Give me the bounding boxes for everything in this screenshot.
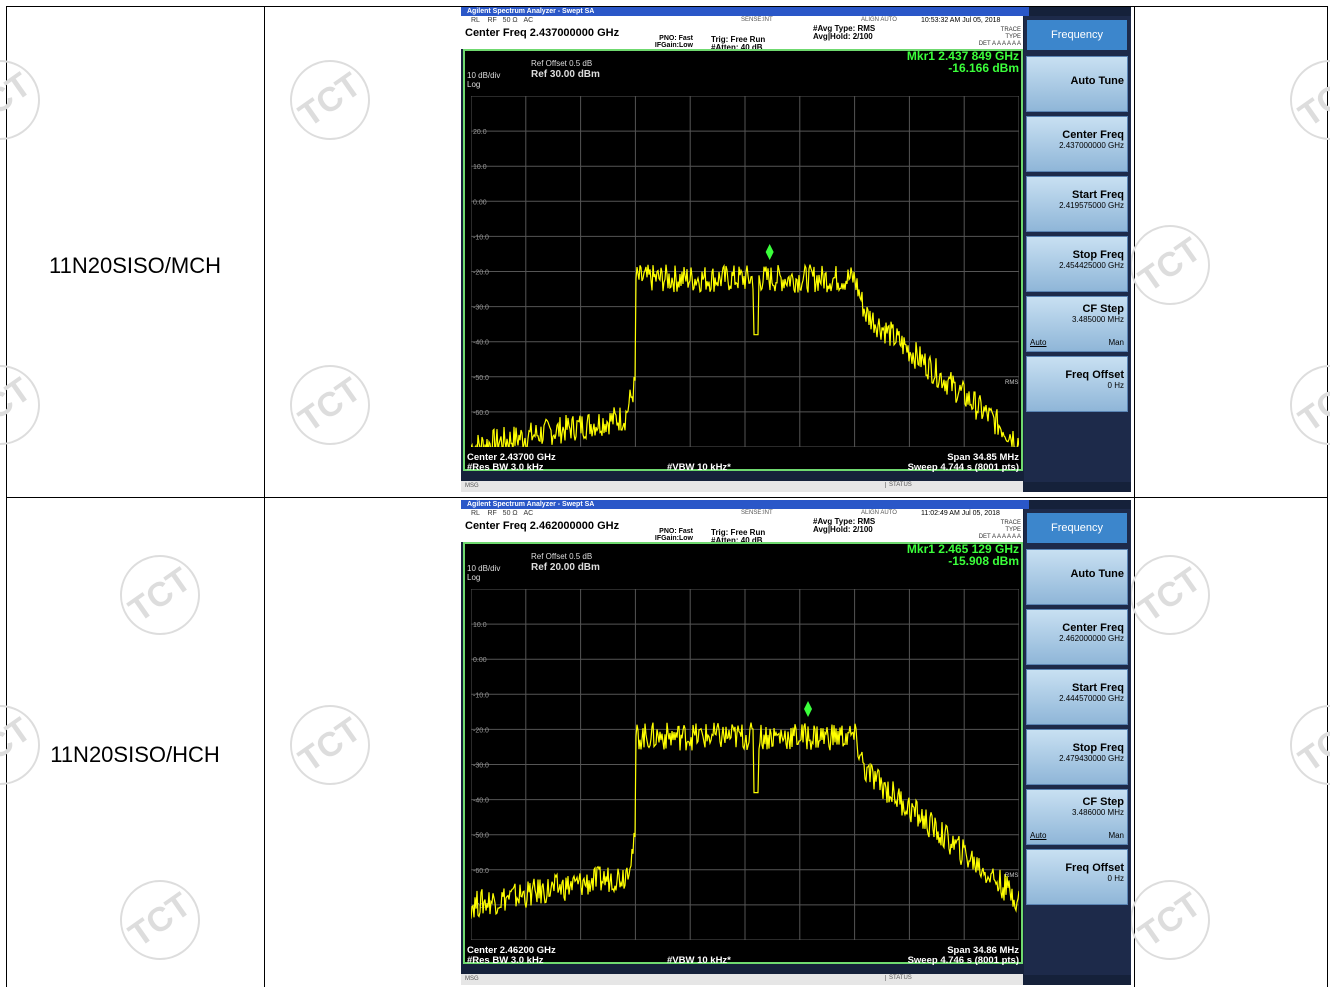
y-tick-label: 10.0 (473, 164, 487, 171)
stop-freq-button[interactable]: Stop Freq 2.479430000 GHz (1026, 729, 1128, 785)
center-readout: Center 2.46200 GHz #Res BW 3.0 kHz (467, 945, 556, 966)
trace-info: TRACE TYPE DET A A A A A A (978, 520, 1021, 540)
cf-step-button[interactable]: CF Step 3.486000 MHz Auto Man (1026, 789, 1128, 845)
trigger-atten: Trig: Free Run #Atten: 40 dB (711, 528, 766, 545)
y-tick-label: -30.0 (473, 763, 489, 770)
spectrum-trace (471, 722, 1019, 919)
marker-diamond[interactable] (765, 244, 774, 261)
marker-diamond[interactable] (804, 701, 813, 718)
y-tick-label: -60.0 (473, 868, 489, 875)
y-tick-label: -30.0 (473, 305, 489, 312)
y-tick-label: -70.0 (473, 903, 489, 910)
rms-label: RMS (1005, 873, 1018, 879)
spectrum-trace (471, 263, 1019, 447)
auto-tune-button[interactable]: Auto Tune (1026, 549, 1128, 605)
span-readout: Span 34.86 MHz Sweep 4.746 s (8001 pts) (907, 945, 1019, 966)
softkey-menu-title: Frequency (1027, 20, 1127, 50)
trace-display: Ref Offset 0.5 dB Ref 30.00 dBm 10 dB/di… (463, 49, 1023, 473)
y-tick-label: -50.0 (473, 833, 489, 840)
status-bar: MSG STATUS (461, 974, 1023, 985)
msg-label: MSG (465, 976, 479, 982)
vbw-readout: #VBW 10 kHz* (667, 462, 731, 473)
align-indicator: ALIGN AUTO (861, 510, 897, 516)
top-status-bar: RL RF 50 Ω AC SENSE:INT ALIGN AUTO 11:02… (461, 509, 1023, 545)
status-bar: MSG STATUS (461, 481, 1023, 492)
center-readout: Center 2.43700 GHz #Res BW 3.0 kHz (467, 452, 556, 473)
msg-label: MSG (465, 483, 479, 489)
y-tick-label: -20.0 (473, 727, 489, 734)
cf-step-button[interactable]: CF Step 3.485000 MHz Auto Man (1026, 296, 1128, 352)
sense-indicator: SENSE:INT (741, 510, 773, 516)
center-freq-button[interactable]: Center Freq 2.462000000 GHz (1026, 609, 1128, 665)
start-freq-button[interactable]: Start Freq 2.419575000 GHz (1026, 176, 1128, 232)
status-label: STATUS (885, 482, 912, 488)
y-tick-label: -40.0 (473, 798, 489, 805)
marker-readout: Mkr1 2.465 129 GHz -15.908 dBm (906, 542, 1019, 568)
y-tick-label: -20.0 (473, 270, 489, 277)
window-title: Agilent Spectrum Analyzer - Swept SA (461, 7, 1029, 16)
y-tick-label: 0.00 (473, 199, 487, 206)
averaging-info: #Avg Type: RMS Avg|Hold: 2/100 (813, 24, 876, 41)
freq-offset-button[interactable]: Freq Offset 0 Hz (1026, 356, 1128, 412)
status-label: STATUS (885, 975, 912, 981)
ref-offset: Ref Offset 0.5 dB (531, 59, 593, 68)
start-freq-button[interactable]: Start Freq 2.444570000 GHz (1026, 669, 1128, 725)
ref-offset: Ref Offset 0.5 dB (531, 552, 593, 561)
scale-per-div: 10 dB/div (467, 71, 501, 80)
window-title: Agilent Spectrum Analyzer - Swept SA (461, 500, 1029, 509)
row-label: 11N20SISO/HCH (50, 742, 220, 767)
input-settings: RL RF 50 Ω AC (471, 17, 534, 24)
softkey-panel: Frequency Auto Tune Center Freq 2.4620000… (1024, 509, 1131, 975)
rms-label: RMS (1005, 380, 1018, 386)
y-tick-label: -40.0 (473, 340, 489, 347)
row-label: 11N20SISO/MCH (49, 253, 221, 278)
y-tick-label: -10.0 (473, 234, 489, 241)
sense-indicator: SENSE:INT (741, 17, 773, 23)
spectrum-plot: 10.0 0.00 -10.0 -20.0 -30.0 -40.0 -50.0 -60.0 -7… (471, 589, 1019, 940)
scale-type: Log (467, 573, 481, 582)
span-readout: Span 34.85 MHz Sweep 4.744 s (8001 pts) (907, 452, 1019, 473)
top-status-bar: RL RF 50 Ω AC SENSE:INT ALIGN AUTO 10:53… (461, 16, 1023, 52)
column-divider (1134, 7, 1135, 987)
center-freq-button[interactable]: Center Freq 2.437000000 GHz (1026, 116, 1128, 172)
y-tick-label: 0.00 (473, 657, 487, 664)
softkey-panel: Frequency Auto Tune Center Freq 2.4370000… (1024, 16, 1131, 482)
column-divider (1327, 7, 1328, 987)
timestamp: 10:53:32 AM Jul 05, 2018 (921, 17, 1001, 24)
align-indicator: ALIGN AUTO (861, 17, 897, 23)
stop-freq-button[interactable]: Stop Freq 2.454425000 GHz (1026, 236, 1128, 292)
auto-tune-button[interactable]: Auto Tune (1026, 56, 1128, 112)
marker-readout: Mkr1 2.437 849 GHz -16.166 dBm (906, 49, 1019, 75)
trigger-atten: Trig: Free Run #Atten: 40 dB (711, 35, 766, 52)
scale-per-div: 10 dB/div (467, 564, 501, 573)
spectrum-plot: 20.0 10.0 0.00 -10.0 -20.0 -30.0 -40.0 -50.0 -60… (471, 96, 1019, 447)
softkey-menu-title: Frequency (1027, 513, 1127, 543)
y-tick-label: 10.0 (473, 622, 487, 629)
column-divider (264, 7, 265, 987)
y-tick-label: -60.0 (473, 410, 489, 417)
spectrum-analyzer-screen: Agilent Spectrum Analyzer - Swept SA RL … (461, 500, 1131, 985)
scale-type: Log (467, 80, 481, 89)
vbw-readout: #VBW 10 kHz* (667, 955, 731, 966)
column-divider (6, 7, 7, 987)
ref-level: Ref 30.00 dBm (531, 69, 600, 80)
timestamp: 11:02:49 AM Jul 05, 2018 (921, 510, 1000, 517)
freq-offset-button[interactable]: Freq Offset 0 Hz (1026, 849, 1128, 905)
center-freq-readout: Center Freq 2.437000000 GHz (465, 27, 620, 39)
y-tick-label: -10.0 (473, 692, 489, 699)
center-freq-readout: Center Freq 2.462000000 GHz (465, 520, 620, 532)
y-tick-label: -50.0 (473, 375, 489, 382)
pno-ifgain: PNO: Fast IFGain:Low (654, 528, 693, 542)
results-table: 11N20SISO/MCH 11N20SISO/HCH (6, 6, 1328, 987)
averaging-info: #Avg Type: RMS Avg|Hold: 2/100 (813, 517, 876, 534)
trace-display: Ref Offset 0.5 dB Ref 20.00 dBm 10 dB/di… (463, 542, 1023, 966)
input-settings: RL RF 50 Ω AC (471, 510, 534, 517)
y-tick-label: 20.0 (473, 129, 487, 136)
table-row (6, 7, 1328, 498)
trace-info: TRACE TYPE DET A A A A A A (978, 27, 1021, 47)
pno-ifgain: PNO: Fast IFGain:Low (654, 35, 693, 49)
spectrum-analyzer-screen: Agilent Spectrum Analyzer - Swept SA RL … (461, 7, 1131, 492)
ref-level: Ref 20.00 dBm (531, 562, 600, 573)
